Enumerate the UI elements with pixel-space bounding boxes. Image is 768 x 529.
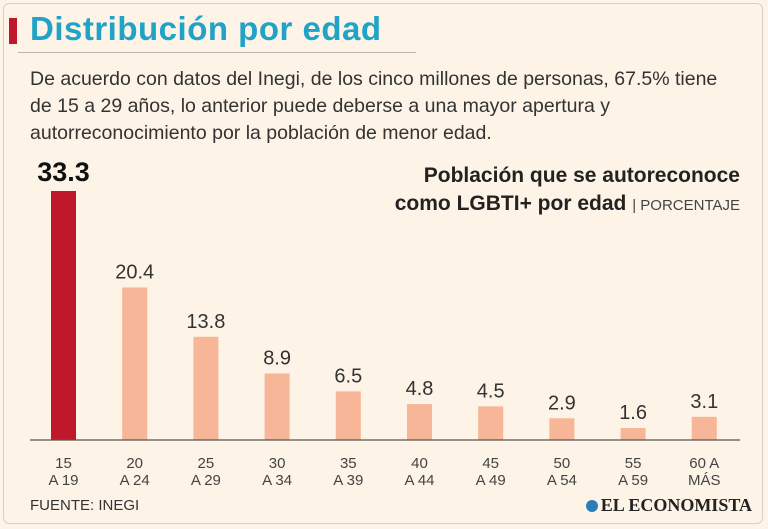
bar-6	[478, 406, 504, 440]
bar-7	[549, 418, 575, 440]
value-label-6: 4.5	[477, 380, 505, 402]
bar-8	[620, 428, 646, 440]
page-title: Distribución por edad	[30, 10, 382, 47]
bar-2	[193, 336, 219, 440]
category-label-1-line2: A 24	[120, 472, 150, 489]
category-label-1-line1: 20	[126, 455, 143, 472]
category-label-8-line2: A 59	[618, 472, 648, 489]
chart-title-line1: Población que se autoreconoce	[423, 164, 740, 187]
category-label-6-line1: 45	[482, 455, 499, 472]
infographic-frame	[3, 3, 763, 524]
category-label-8-line1: 55	[625, 455, 642, 472]
chart-title-line2: como LGBTI+ por edad	[394, 192, 627, 215]
brand-logo: EL ECONOMISTA	[585, 495, 752, 516]
title-divider	[18, 52, 416, 53]
brand-globe-icon	[585, 500, 598, 512]
value-label-0: 33.3	[37, 157, 90, 187]
value-label-4: 6.5	[334, 365, 362, 387]
title-accent-bar	[9, 18, 17, 44]
category-label-4-line1: 35	[340, 455, 357, 472]
category-label-5-line2: A 44	[404, 472, 434, 489]
chart-unit-label: PORCENTAJE	[640, 197, 740, 214]
source-note: FUENTE: INEGI	[30, 497, 140, 514]
bar-3	[264, 373, 290, 440]
category-label-7-line1: 50	[554, 455, 571, 472]
category-label-9-line1: 60 A	[689, 455, 719, 472]
value-label-1: 20.4	[115, 261, 154, 283]
brand-name: EL ECONOMISTA	[600, 495, 752, 515]
bar-5	[407, 404, 432, 440]
category-label-3-line2: A 34	[262, 472, 292, 489]
category-label-7-line2: A 54	[547, 472, 577, 489]
value-label-7: 2.9	[548, 392, 576, 414]
chart-unit: | PORCENTAJE	[632, 197, 740, 214]
chart-title: Población que se autoreconoce como LGBTI…	[395, 162, 740, 220]
bar-4	[335, 391, 361, 440]
value-label-5: 4.8	[406, 378, 434, 400]
category-label-9-line2: MÁS	[688, 472, 721, 489]
category-label-3-line1: 30	[269, 455, 286, 472]
value-label-2: 13.8	[186, 311, 225, 333]
bar-0	[51, 191, 76, 440]
bar-1	[122, 287, 148, 440]
category-label-2-line1: 25	[198, 455, 215, 472]
value-label-9: 3.1	[690, 391, 718, 413]
value-label-3: 8.9	[263, 347, 291, 369]
category-label-0-line2: A 19	[48, 472, 78, 489]
value-label-8: 1.6	[619, 402, 647, 424]
bar-9	[691, 416, 717, 440]
intro-paragraph: De acuerdo con datos del Inegi, de los c…	[30, 68, 718, 144]
category-label-4-line2: A 39	[333, 472, 363, 489]
category-label-0-line1: 15	[55, 455, 72, 472]
category-label-6-line2: A 49	[476, 472, 506, 489]
category-label-5-line1: 40	[411, 455, 428, 472]
category-label-2-line2: A 29	[191, 472, 221, 489]
